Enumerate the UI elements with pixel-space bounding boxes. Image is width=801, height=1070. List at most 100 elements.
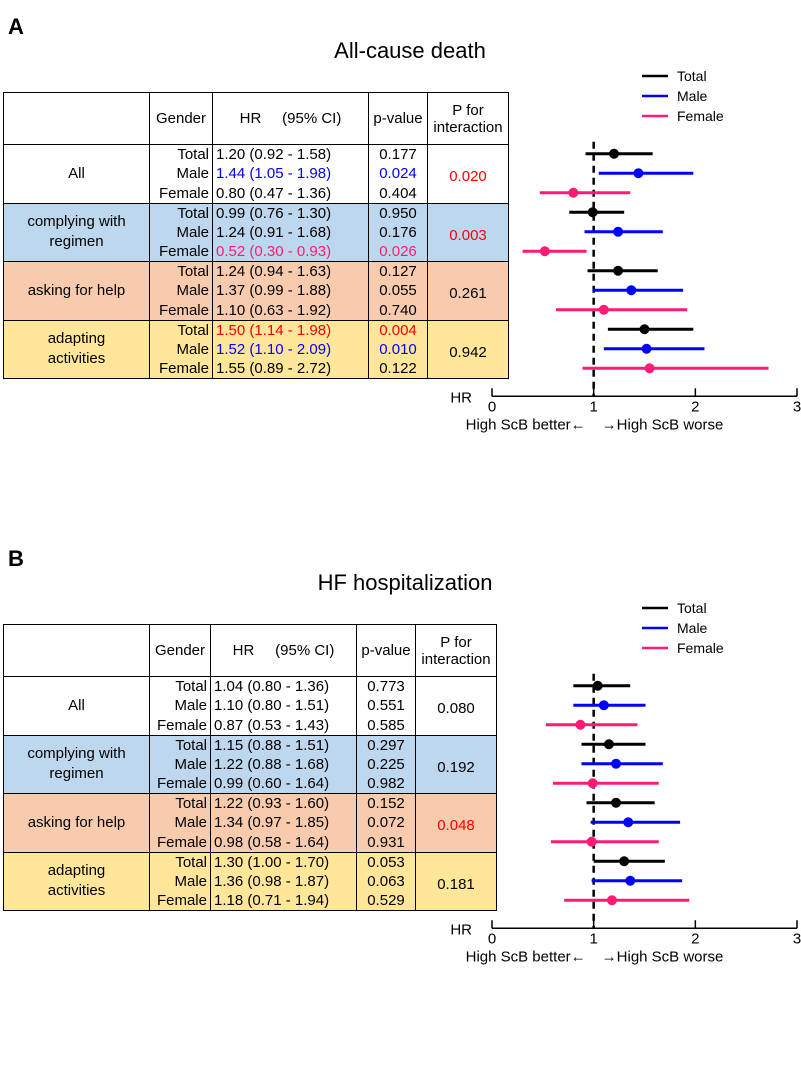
gender-cell: Male [149, 696, 211, 716]
table-row: Female 1.18 (0.71 - 1.94) 0.529 [4, 891, 497, 911]
table-row: Female 0.98 (0.58 - 1.64) 0.931 [4, 832, 497, 853]
hr-ci-cell: 1.20 (0.92 - 1.58) [212, 144, 369, 164]
hr-ci-cell: 0.80 (0.47 - 1.36) [212, 183, 369, 204]
gender-cell: Total [149, 261, 213, 281]
hr-ci-cell: 1.34 (0.97 - 1.85) [210, 813, 357, 833]
x-tick-label: 1 [589, 930, 597, 947]
hr-ci-cell: 1.22 (0.88 - 1.68) [210, 754, 357, 774]
hr-point-female [586, 836, 597, 847]
hr-point-male [613, 226, 624, 237]
hr-ci-cell: 1.22 (0.93 - 1.60) [210, 793, 357, 813]
group-label: All [3, 676, 150, 736]
direction-left-label: High ScB better← [466, 948, 586, 965]
hr-ci-cell: 1.55 (0.89 - 2.72) [212, 359, 369, 379]
legend-label: Male [677, 88, 708, 104]
p-interaction-cell: 0.003 [427, 202, 509, 262]
gender-cell: Male [149, 754, 211, 774]
header-ci: (95% CI) [282, 110, 342, 127]
pvalue-cell: 0.010 [368, 339, 428, 359]
pvalue-cell: 0.773 [356, 676, 416, 696]
hr-ci-cell: 1.30 (1.00 - 1.70) [210, 851, 357, 872]
direction-right-label: →High ScB worse [602, 948, 724, 965]
pvalue-cell: 0.225 [356, 754, 416, 774]
legend-label: Total [677, 68, 707, 84]
header-empty [3, 92, 150, 145]
gender-cell: Female [149, 891, 211, 911]
pvalue-cell: 0.950 [368, 202, 428, 223]
pvalue-cell: 0.740 [368, 300, 428, 321]
hr-point-male [611, 758, 622, 769]
pvalue-cell: 0.053 [356, 851, 416, 872]
group-label: adapting activities [3, 319, 150, 379]
gender-cell: Male [149, 339, 213, 359]
hr-point-male [625, 875, 636, 886]
hr-point-male [598, 700, 609, 711]
hr-ci-cell: 1.52 (1.10 - 2.09) [212, 339, 369, 359]
table-row: asking for help Total 1.24 (0.94 - 1.63) 0.… [3, 261, 509, 321]
hr-ci-cell: 1.18 (0.71 - 1.94) [210, 891, 357, 911]
header-p-interaction-line1: P for [452, 101, 484, 119]
hr-point-female [568, 187, 579, 198]
legend-label: Female [677, 640, 724, 656]
hr-point-total [587, 207, 598, 218]
hr-ci-cell: 0.52 (0.30 - 0.93) [212, 242, 369, 262]
panel-letter: B [8, 546, 24, 571]
hr-point-total [611, 797, 622, 808]
hr-point-male [641, 343, 652, 354]
table-row: Male 1.34 (0.97 - 1.85) 0.072 [4, 813, 497, 833]
results-table: Gender HR (95% CI) p-value P for interaction… [3, 624, 497, 911]
gender-cell: Female [149, 242, 213, 262]
pvalue-cell: 0.297 [356, 734, 416, 755]
header-gender: Gender [149, 624, 211, 677]
gender-cell: Female [149, 300, 213, 321]
gender-cell: Total [149, 851, 211, 872]
x-axis-label: HR [450, 389, 472, 406]
hr-ci-cell: 0.99 (0.76 - 1.30) [212, 202, 369, 223]
hr-point-female [606, 895, 617, 906]
x-tick-label: 1 [589, 398, 597, 415]
x-tick-label: 3 [793, 398, 801, 415]
pvalue-cell: 0.551 [356, 696, 416, 716]
table-row: Female 0.52 (0.30 - 0.93) 0.026 [4, 242, 509, 262]
header-hr-ci: HR (95% CI) [212, 92, 369, 145]
header-p-interaction-line2: interaction [421, 650, 491, 668]
group-label: asking for help [3, 793, 150, 853]
table-row: Male 1.44 (1.05 - 1.98) 0.024 [4, 164, 509, 184]
header-p-interaction-line2: interaction [433, 118, 503, 136]
header-gap [261, 110, 282, 127]
table-row: adapting activities Total 1.30 (1.00 - 1.7… [3, 851, 497, 911]
table-row: Female 1.10 (0.63 - 1.92) 0.740 [4, 300, 509, 321]
x-tick-label: 0 [488, 930, 496, 947]
gender-cell: Female [149, 832, 211, 853]
legend-label: Male [677, 620, 708, 636]
p-interaction-cell: 0.020 [427, 144, 509, 204]
table-row: Female 0.99 (0.60 - 1.64) 0.982 [4, 774, 497, 794]
pvalue-cell: 0.404 [368, 183, 428, 204]
table-row: Female 0.80 (0.47 - 1.36) 0.404 [4, 183, 509, 204]
forest-plot: Total Male Female 0 1 2 3 HR High ScB better← →Hi… [450, 600, 801, 965]
gender-cell: Female [149, 715, 211, 736]
table-row: Male 1.10 (0.80 - 1.51) 0.551 [4, 696, 497, 716]
hr-point-male [623, 817, 634, 828]
pvalue-cell: 0.055 [368, 281, 428, 301]
hr-point-female [539, 246, 550, 257]
table-row: Male 1.24 (0.91 - 1.68) 0.176 [4, 222, 509, 242]
gender-cell: Total [149, 793, 211, 813]
hr-ci-cell: 1.37 (0.99 - 1.88) [212, 281, 369, 301]
gender-cell: Female [149, 359, 213, 379]
pvalue-cell: 0.529 [356, 891, 416, 911]
chart-title: All-cause death [334, 38, 486, 63]
table-header-row: Gender HR (95% CI) p-value P for interaction [3, 624, 497, 677]
table-row: adapting activities Total 1.50 (1.14 - 1.9… [3, 319, 509, 379]
header-gender: Gender [149, 92, 213, 145]
group-label: complying with regimen [3, 202, 150, 262]
hr-point-female [587, 778, 598, 789]
gender-cell: Total [149, 202, 213, 223]
gender-cell: Male [149, 813, 211, 833]
header-gap [254, 642, 275, 659]
p-interaction-cell: 0.181 [415, 851, 497, 911]
hr-point-total [609, 148, 619, 159]
header-empty [3, 624, 150, 677]
pvalue-cell: 0.072 [356, 813, 416, 833]
table-header-row: Gender HR (95% CI) p-value P for interaction [3, 92, 509, 145]
